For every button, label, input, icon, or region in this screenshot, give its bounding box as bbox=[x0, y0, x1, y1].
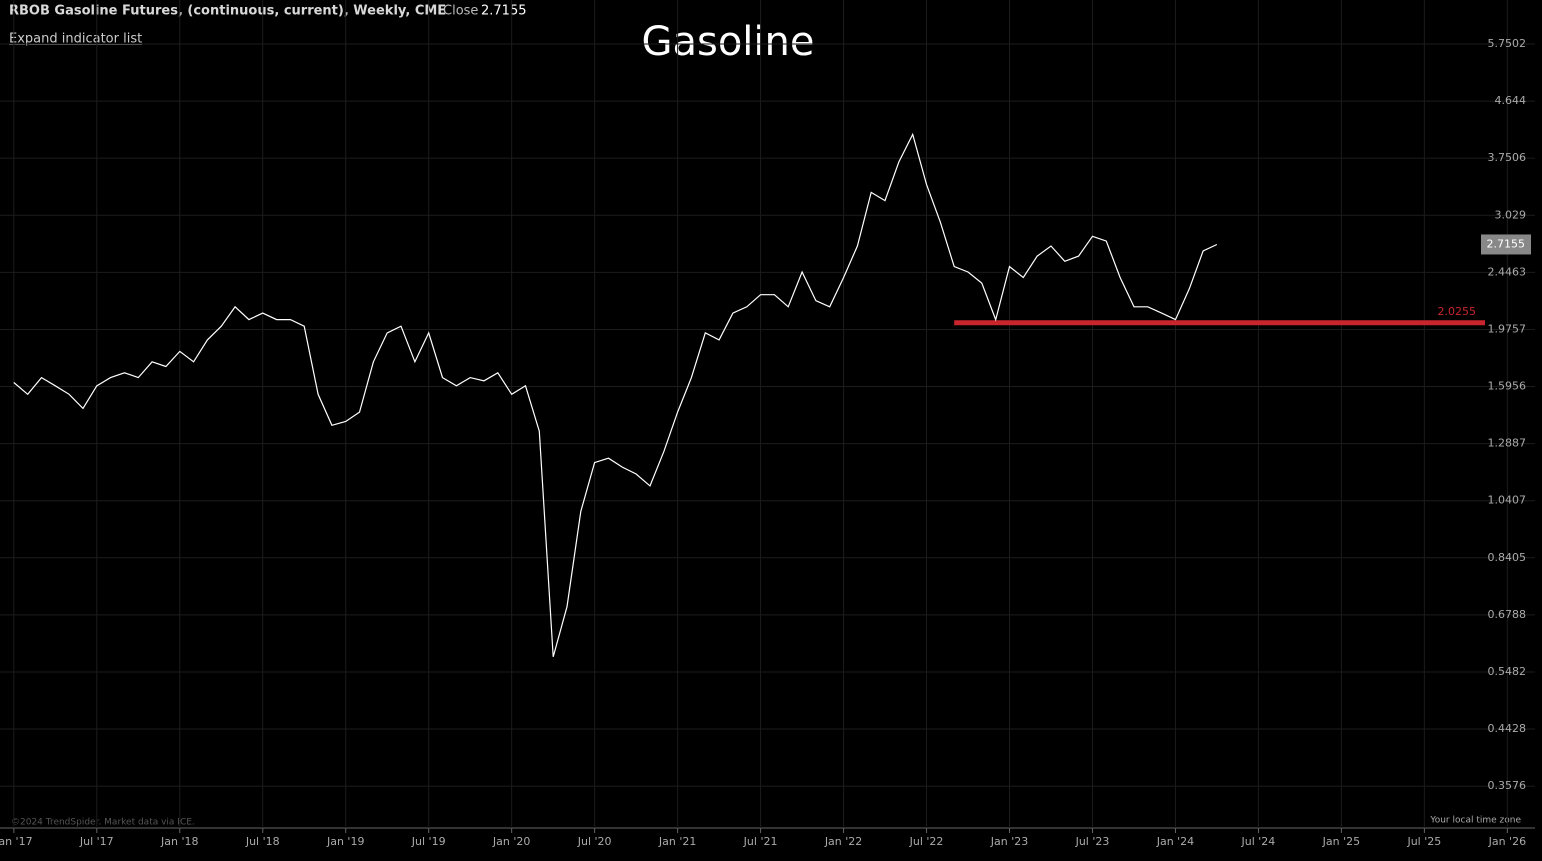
x-tick-label: Jan '21 bbox=[658, 835, 696, 848]
x-tick-label: Jul '21 bbox=[743, 835, 778, 848]
chart-title: Gasoline bbox=[641, 19, 814, 65]
x-tick-label: Jul '25 bbox=[1406, 835, 1441, 848]
y-tick-label: 1.0407 bbox=[1488, 494, 1527, 507]
x-tick-label: Jan '25 bbox=[1322, 835, 1360, 848]
instrument: RBOB Gasoline Futures, (continuous, curr… bbox=[9, 4, 446, 19]
x-tick-label: Jan '20 bbox=[492, 835, 530, 848]
support-label: 2.0255 bbox=[1438, 305, 1477, 318]
x-tick-label: Jul '18 bbox=[245, 835, 280, 848]
x-tick-label: Jan '19 bbox=[326, 835, 364, 848]
x-tick-label: Jul '19 bbox=[411, 835, 446, 848]
y-tick-label: 1.2887 bbox=[1488, 437, 1527, 450]
expand-indicators[interactable]: Expand indicator list bbox=[9, 32, 142, 47]
timezone: Your local time zone bbox=[1429, 816, 1521, 826]
y-tick-label: 0.8405 bbox=[1488, 551, 1527, 564]
x-tick-label: Jan '24 bbox=[1156, 835, 1194, 848]
y-tick-label: 1.5956 bbox=[1488, 380, 1527, 393]
x-tick-label: Jul '23 bbox=[1075, 835, 1110, 848]
close-label: Close bbox=[443, 4, 478, 19]
y-tick-label: 0.5482 bbox=[1488, 665, 1527, 678]
x-tick-label: Jan '17 bbox=[0, 835, 33, 848]
y-tick-label: 3.029 bbox=[1495, 208, 1527, 221]
last-price-badge bbox=[1481, 234, 1531, 255]
x-tick-label: Jan '18 bbox=[160, 835, 198, 848]
x-tick-label: Jan '22 bbox=[824, 835, 862, 848]
y-tick-label: 1.9757 bbox=[1488, 322, 1527, 335]
y-tick-label: 0.4428 bbox=[1488, 722, 1527, 735]
x-tick-label: Jul '20 bbox=[577, 835, 612, 848]
x-tick-label: Jul '22 bbox=[909, 835, 944, 848]
close-value: 2.7155 bbox=[481, 4, 527, 19]
y-tick-label: 4.644 bbox=[1495, 94, 1527, 107]
x-tick-label: Jul '24 bbox=[1241, 835, 1276, 848]
x-tick-label: Jul '17 bbox=[79, 835, 114, 848]
y-tick-label: 3.7506 bbox=[1488, 151, 1527, 164]
price-line bbox=[13, 132, 1218, 658]
y-tick-label: 0.6788 bbox=[1488, 608, 1527, 621]
copyright: ©2024 TrendSpider. Market data via ICE. bbox=[11, 818, 195, 828]
y-tick-label: 2.4463 bbox=[1488, 265, 1527, 278]
last-price-label: 2.7155 bbox=[1487, 237, 1526, 250]
y-tick-label: 0.3576 bbox=[1488, 779, 1527, 792]
x-tick-label: Jan '23 bbox=[990, 835, 1028, 848]
x-tick-label: Jan '26 bbox=[1488, 835, 1526, 848]
y-tick-label: 5.7502 bbox=[1488, 37, 1527, 50]
